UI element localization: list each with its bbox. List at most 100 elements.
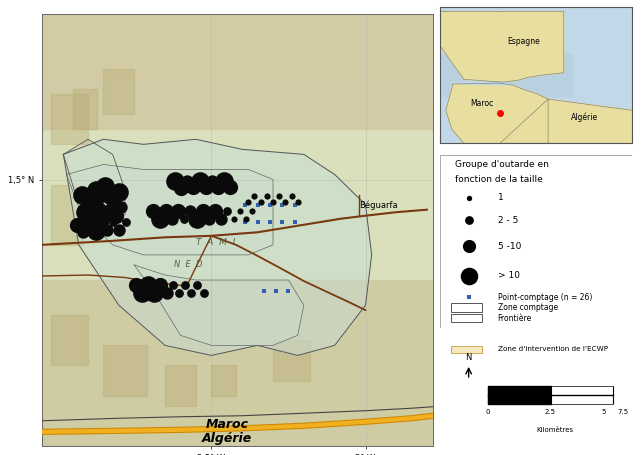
- Point: [293, 198, 303, 206]
- Point: [91, 186, 101, 193]
- Point: [234, 207, 245, 214]
- Point: [213, 183, 223, 191]
- Bar: [51, 185, 82, 245]
- Point: [100, 182, 110, 189]
- Polygon shape: [134, 265, 304, 345]
- Text: Algérie: Algérie: [571, 112, 598, 122]
- Text: Kilomètres: Kilomètres: [537, 427, 574, 433]
- Point: [274, 192, 284, 199]
- Bar: [451, 346, 482, 353]
- Polygon shape: [452, 82, 512, 85]
- Point: [243, 198, 254, 206]
- Point: [109, 197, 119, 204]
- Point: [222, 207, 232, 214]
- Text: Maroc: Maroc: [205, 418, 248, 431]
- Point: [149, 289, 159, 296]
- Bar: [211, 365, 236, 396]
- Point: [114, 226, 125, 233]
- Point: [193, 282, 203, 289]
- Point: [80, 208, 90, 216]
- Text: Groupe d'outarde en: Groupe d'outarde en: [455, 160, 549, 169]
- Text: N: N: [465, 353, 472, 362]
- Point: [95, 193, 105, 201]
- Bar: [42, 4, 442, 129]
- Point: [102, 226, 112, 233]
- Bar: [165, 365, 196, 406]
- Point: [84, 198, 94, 206]
- Bar: [42, 79, 442, 280]
- Bar: [42, 280, 442, 446]
- Text: Zone d'intervention de l'ECWP: Zone d'intervention de l'ECWP: [498, 346, 608, 352]
- Bar: [103, 69, 134, 114]
- Point: [105, 205, 115, 212]
- Text: 2 - 5: 2 - 5: [498, 216, 518, 225]
- Point: [464, 217, 474, 224]
- Point: [256, 198, 266, 206]
- Point: [137, 289, 147, 296]
- Text: Algérie: Algérie: [202, 432, 252, 445]
- Text: Maroc: Maroc: [471, 99, 494, 108]
- Point: [148, 207, 159, 214]
- Text: Frontière: Frontière: [498, 313, 532, 323]
- Point: [143, 282, 153, 289]
- Polygon shape: [64, 139, 372, 355]
- Bar: [440, 54, 572, 96]
- Point: [174, 289, 184, 296]
- Point: [280, 198, 290, 206]
- Point: [188, 183, 198, 191]
- Text: 0: 0: [485, 409, 490, 415]
- Point: [268, 198, 278, 206]
- Point: [114, 188, 124, 196]
- Point: [169, 177, 180, 184]
- Point: [105, 191, 115, 198]
- Point: [195, 177, 205, 184]
- Point: [76, 191, 87, 198]
- Text: N  E  D: N E D: [175, 260, 203, 269]
- Point: [155, 282, 166, 289]
- Point: [198, 289, 209, 296]
- Point: [160, 207, 171, 214]
- Text: 1: 1: [498, 193, 503, 202]
- Point: [154, 215, 164, 222]
- Text: Béguarfa: Béguarfa: [359, 201, 397, 210]
- Text: Espagne: Espagne: [508, 37, 541, 46]
- Point: [116, 203, 126, 211]
- Bar: [51, 315, 88, 365]
- Point: [108, 218, 118, 226]
- Point: [198, 207, 208, 214]
- Point: [191, 215, 202, 222]
- Text: 7.5: 7.5: [617, 409, 629, 415]
- Point: [247, 207, 257, 214]
- Bar: [451, 303, 482, 312]
- Point: [168, 282, 178, 289]
- Point: [176, 184, 186, 192]
- Point: [186, 289, 196, 296]
- Point: [91, 227, 101, 234]
- Point: [262, 192, 272, 199]
- Bar: [273, 340, 310, 380]
- Point: [130, 282, 141, 289]
- Point: [207, 177, 217, 184]
- Text: > 10: > 10: [498, 271, 519, 280]
- Point: [186, 207, 196, 214]
- Text: 2.5: 2.5: [545, 409, 556, 415]
- Point: [210, 207, 220, 214]
- Point: [179, 215, 189, 222]
- Polygon shape: [446, 83, 548, 143]
- Text: fonction de la taille: fonction de la taille: [455, 176, 543, 184]
- Point: [96, 218, 106, 226]
- Polygon shape: [416, 11, 564, 82]
- Point: [162, 289, 172, 296]
- Point: [86, 216, 96, 223]
- Point: [78, 229, 89, 236]
- Point: [204, 215, 214, 222]
- Point: [167, 215, 177, 222]
- Text: Point-comptage (n = 26): Point-comptage (n = 26): [498, 293, 592, 302]
- Point: [72, 221, 82, 228]
- Bar: [51, 94, 88, 144]
- Bar: [73, 89, 97, 129]
- Text: T  A  M  L: T A M L: [196, 238, 238, 247]
- Point: [286, 192, 297, 199]
- Point: [92, 206, 102, 213]
- Bar: [103, 345, 146, 396]
